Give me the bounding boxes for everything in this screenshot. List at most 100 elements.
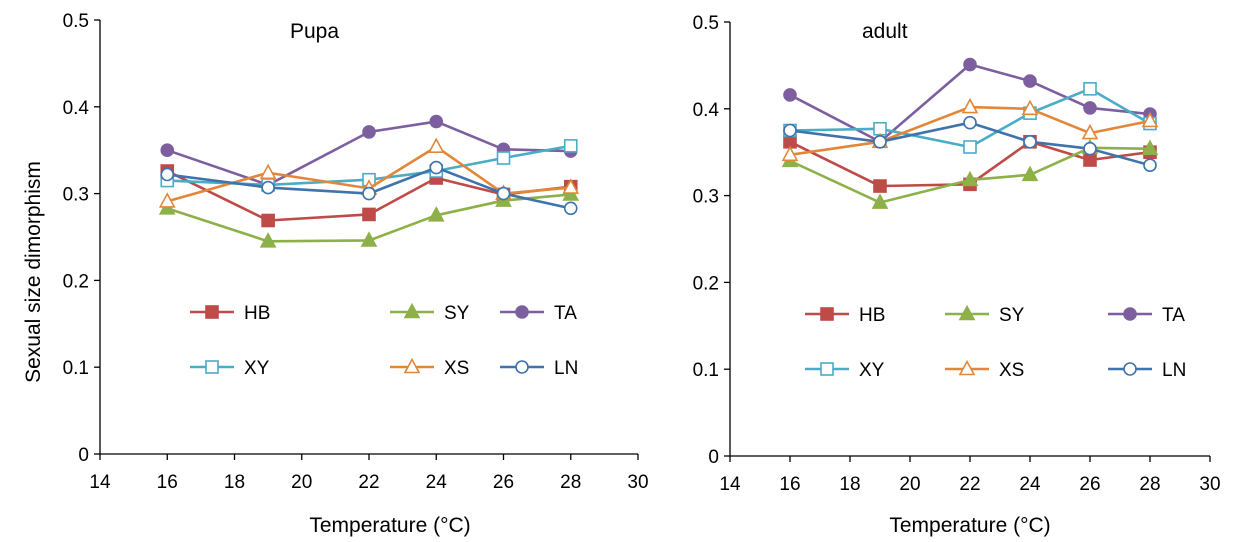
x-tick-label: 28 — [560, 472, 581, 493]
data-point — [1083, 153, 1097, 167]
y-tick-label: 0.2 — [63, 271, 89, 292]
legend-item-ta: TA — [500, 303, 577, 324]
data-point — [259, 163, 277, 180]
series-line — [166, 120, 571, 187]
legend-marker — [403, 357, 421, 374]
legend-item-ln: LN — [1108, 360, 1186, 381]
series-line — [789, 87, 1151, 149]
data-point — [160, 143, 175, 157]
legend-item-xy: XY — [190, 358, 270, 379]
series-ln — [160, 160, 578, 216]
x-tick-label: 26 — [493, 472, 514, 493]
data-point — [1081, 123, 1099, 140]
y-tick-label: 0.3 — [693, 187, 719, 208]
y-tick-label: 0 — [78, 445, 89, 466]
data-point — [963, 140, 977, 154]
data-point — [1083, 82, 1097, 96]
series-line — [789, 121, 1151, 167]
data-point — [261, 213, 275, 228]
data-point — [1021, 165, 1039, 182]
data-point — [362, 207, 376, 222]
y-tick-label: 0.5 — [63, 11, 89, 32]
series-ln — [783, 115, 1157, 173]
legend-label: XY — [244, 358, 270, 379]
y-tick-label: 0.1 — [693, 360, 719, 381]
y-tick-label: 0.3 — [63, 185, 89, 206]
x-tick-label: 18 — [224, 472, 245, 493]
legend-label: HB — [859, 305, 885, 326]
legend-item-hb: HB — [805, 305, 885, 326]
x-tick-label: 28 — [1139, 474, 1160, 495]
series-line — [166, 145, 571, 203]
data-point — [362, 125, 376, 139]
data-point — [1021, 99, 1039, 116]
x-tick-label: 14 — [719, 474, 741, 495]
data-point — [961, 97, 979, 114]
series-line — [166, 193, 571, 243]
data-point — [429, 114, 444, 129]
chart-title: adult — [862, 20, 908, 43]
legend-marker — [820, 307, 834, 321]
data-point — [1023, 74, 1037, 88]
data-point — [429, 160, 444, 175]
legend-item-ln: LN — [500, 358, 578, 379]
x-axis-label: Temperature (°C) — [889, 514, 1050, 537]
x-tick-label: 22 — [358, 472, 379, 493]
x-tick-label: 20 — [899, 474, 920, 495]
data-point — [1141, 139, 1159, 156]
x-tick-label: 16 — [157, 472, 178, 493]
x-tick-label: 30 — [627, 472, 648, 493]
y-tick-label: 0.1 — [63, 358, 89, 379]
x-tick-label: 16 — [779, 474, 800, 495]
data-point — [158, 192, 176, 208]
y-tick-label: 0.4 — [63, 98, 90, 119]
legend-label: HB — [244, 303, 270, 324]
legend-label: TA — [554, 303, 577, 324]
chart-title: Pupa — [290, 20, 339, 43]
data-point — [1023, 134, 1037, 149]
legend-marker — [1123, 362, 1137, 376]
legend-item-sy: SY — [945, 304, 1025, 326]
legend-marker — [958, 304, 976, 321]
x-tick-label: 22 — [959, 474, 980, 495]
legend-item-xy: XY — [805, 360, 885, 381]
data-point — [563, 201, 578, 216]
data-point — [496, 186, 511, 201]
x-tick-label: 24 — [426, 472, 448, 493]
data-point — [783, 88, 797, 102]
data-point — [160, 167, 175, 182]
data-point — [963, 115, 977, 130]
data-point — [871, 193, 889, 209]
chart-panel-pupa: 0 0.1 0.2 0.3 0.4 0.5 14 16 18 20 22 24 26 28 30 Pupa Te… — [22, 11, 649, 537]
legend-label: XY — [859, 360, 885, 381]
legend-marker — [820, 362, 834, 376]
data-point — [362, 186, 376, 201]
data-point — [961, 170, 979, 187]
legend-label: SY — [444, 303, 470, 324]
y-axis-label: Sexual size dimorphism — [22, 161, 45, 383]
legend-marker — [958, 359, 976, 376]
data-point — [963, 57, 977, 72]
legend-label: SY — [999, 305, 1025, 326]
data-point — [562, 178, 580, 194]
legend-marker — [205, 305, 219, 319]
x-axis-label: Temperature (°C) — [309, 514, 470, 537]
series-line — [789, 105, 1151, 157]
legend-marker — [1123, 307, 1137, 321]
series-line — [789, 140, 1151, 188]
x-tick-label: 26 — [1079, 474, 1100, 495]
legend-label: XS — [444, 358, 469, 379]
legend-label: TA — [1162, 305, 1185, 326]
data-point — [1083, 141, 1097, 156]
data-point — [1083, 101, 1097, 115]
x-tick-label: 24 — [1019, 474, 1041, 495]
data-point — [259, 232, 277, 248]
data-point — [496, 151, 511, 165]
data-point — [427, 206, 445, 222]
data-point — [873, 134, 887, 149]
data-point — [783, 123, 797, 138]
legend: HB SY TA XY XS LN — [190, 302, 578, 379]
legend-marker — [205, 360, 219, 374]
legend-marker — [515, 360, 529, 374]
data-point — [781, 145, 799, 162]
